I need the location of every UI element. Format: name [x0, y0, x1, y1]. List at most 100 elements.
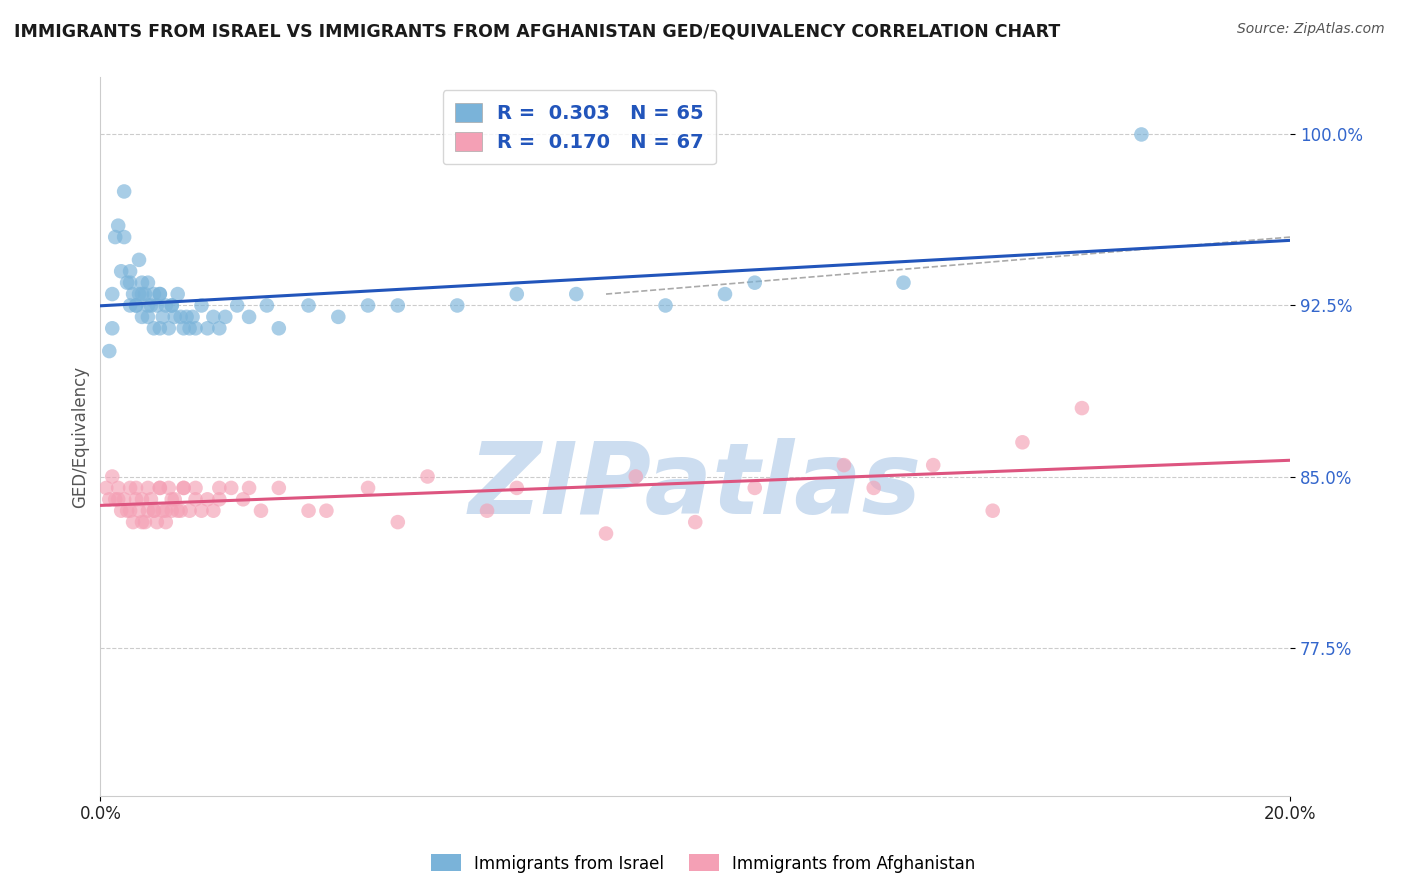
Point	[446, 298, 468, 312]
Point	[160, 298, 183, 312]
Point	[120, 504, 142, 518]
Point	[1130, 128, 1153, 142]
Point	[110, 264, 132, 278]
Point	[238, 310, 260, 324]
Point	[155, 515, 177, 529]
Point	[142, 287, 165, 301]
Point	[128, 252, 150, 267]
Point	[136, 276, 159, 290]
Point	[136, 310, 159, 324]
Point	[120, 276, 142, 290]
Point	[96, 481, 118, 495]
Point	[232, 492, 254, 507]
Point	[107, 492, 129, 507]
Point	[107, 219, 129, 233]
Point	[267, 481, 290, 495]
Point	[506, 481, 529, 495]
Point	[120, 298, 142, 312]
Point	[136, 504, 159, 518]
Point	[142, 504, 165, 518]
Point	[202, 310, 225, 324]
Point	[104, 492, 127, 507]
Point	[1011, 435, 1033, 450]
Point	[184, 321, 207, 335]
Point	[146, 298, 169, 312]
Point	[125, 492, 148, 507]
Point	[134, 287, 156, 301]
Point	[197, 492, 219, 507]
Point	[893, 276, 915, 290]
Point	[142, 504, 165, 518]
Point	[112, 230, 135, 244]
Point	[357, 481, 380, 495]
Point	[475, 504, 498, 518]
Point	[169, 310, 191, 324]
Point	[115, 504, 138, 518]
Point	[208, 321, 231, 335]
Point	[120, 481, 142, 495]
Point	[101, 469, 124, 483]
Point	[387, 515, 409, 529]
Point	[595, 526, 617, 541]
Point	[110, 504, 132, 518]
Point	[107, 481, 129, 495]
Point	[166, 504, 188, 518]
Point	[981, 504, 1004, 518]
Point	[315, 504, 337, 518]
Point	[169, 504, 191, 518]
Point	[744, 276, 766, 290]
Point	[832, 458, 855, 472]
Point	[163, 492, 186, 507]
Text: IMMIGRANTS FROM ISRAEL VS IMMIGRANTS FROM AFGHANISTAN GED/EQUIVALENCY CORRELATIO: IMMIGRANTS FROM ISRAEL VS IMMIGRANTS FRO…	[14, 22, 1060, 40]
Point	[190, 298, 212, 312]
Point	[176, 310, 198, 324]
Point	[98, 344, 121, 359]
Point	[387, 298, 409, 312]
Point	[122, 287, 145, 301]
Point	[125, 481, 148, 495]
Point	[250, 504, 273, 518]
Point	[149, 321, 172, 335]
Point	[149, 481, 172, 495]
Point	[922, 458, 945, 472]
Point	[157, 321, 180, 335]
Point	[139, 492, 162, 507]
Point	[297, 504, 319, 518]
Point	[297, 298, 319, 312]
Point	[122, 515, 145, 529]
Point	[101, 287, 124, 301]
Y-axis label: GED/Equivalency: GED/Equivalency	[72, 366, 89, 508]
Point	[146, 515, 169, 529]
Point	[160, 492, 183, 507]
Point	[683, 515, 706, 529]
Point	[179, 321, 201, 335]
Point	[131, 515, 153, 529]
Point	[160, 504, 183, 518]
Point	[1071, 401, 1094, 416]
Point	[128, 504, 150, 518]
Point	[134, 515, 156, 529]
Text: Source: ZipAtlas.com: Source: ZipAtlas.com	[1237, 22, 1385, 37]
Point	[98, 492, 121, 507]
Point	[101, 321, 124, 335]
Point	[173, 481, 195, 495]
Point	[120, 264, 142, 278]
Point	[202, 504, 225, 518]
Point	[328, 310, 350, 324]
Point	[357, 298, 380, 312]
Point	[149, 287, 172, 301]
Legend: R =  0.303   N = 65, R =  0.170   N = 67: R = 0.303 N = 65, R = 0.170 N = 67	[443, 90, 716, 164]
Point	[506, 287, 529, 301]
Point	[131, 276, 153, 290]
Point	[256, 298, 278, 312]
Point	[184, 481, 207, 495]
Point	[131, 492, 153, 507]
Point	[149, 287, 172, 301]
Point	[104, 230, 127, 244]
Point	[219, 481, 242, 495]
Point	[149, 481, 172, 495]
Point	[131, 287, 153, 301]
Text: ZIPatlas: ZIPatlas	[468, 438, 922, 535]
Point	[197, 321, 219, 335]
Point	[714, 287, 737, 301]
